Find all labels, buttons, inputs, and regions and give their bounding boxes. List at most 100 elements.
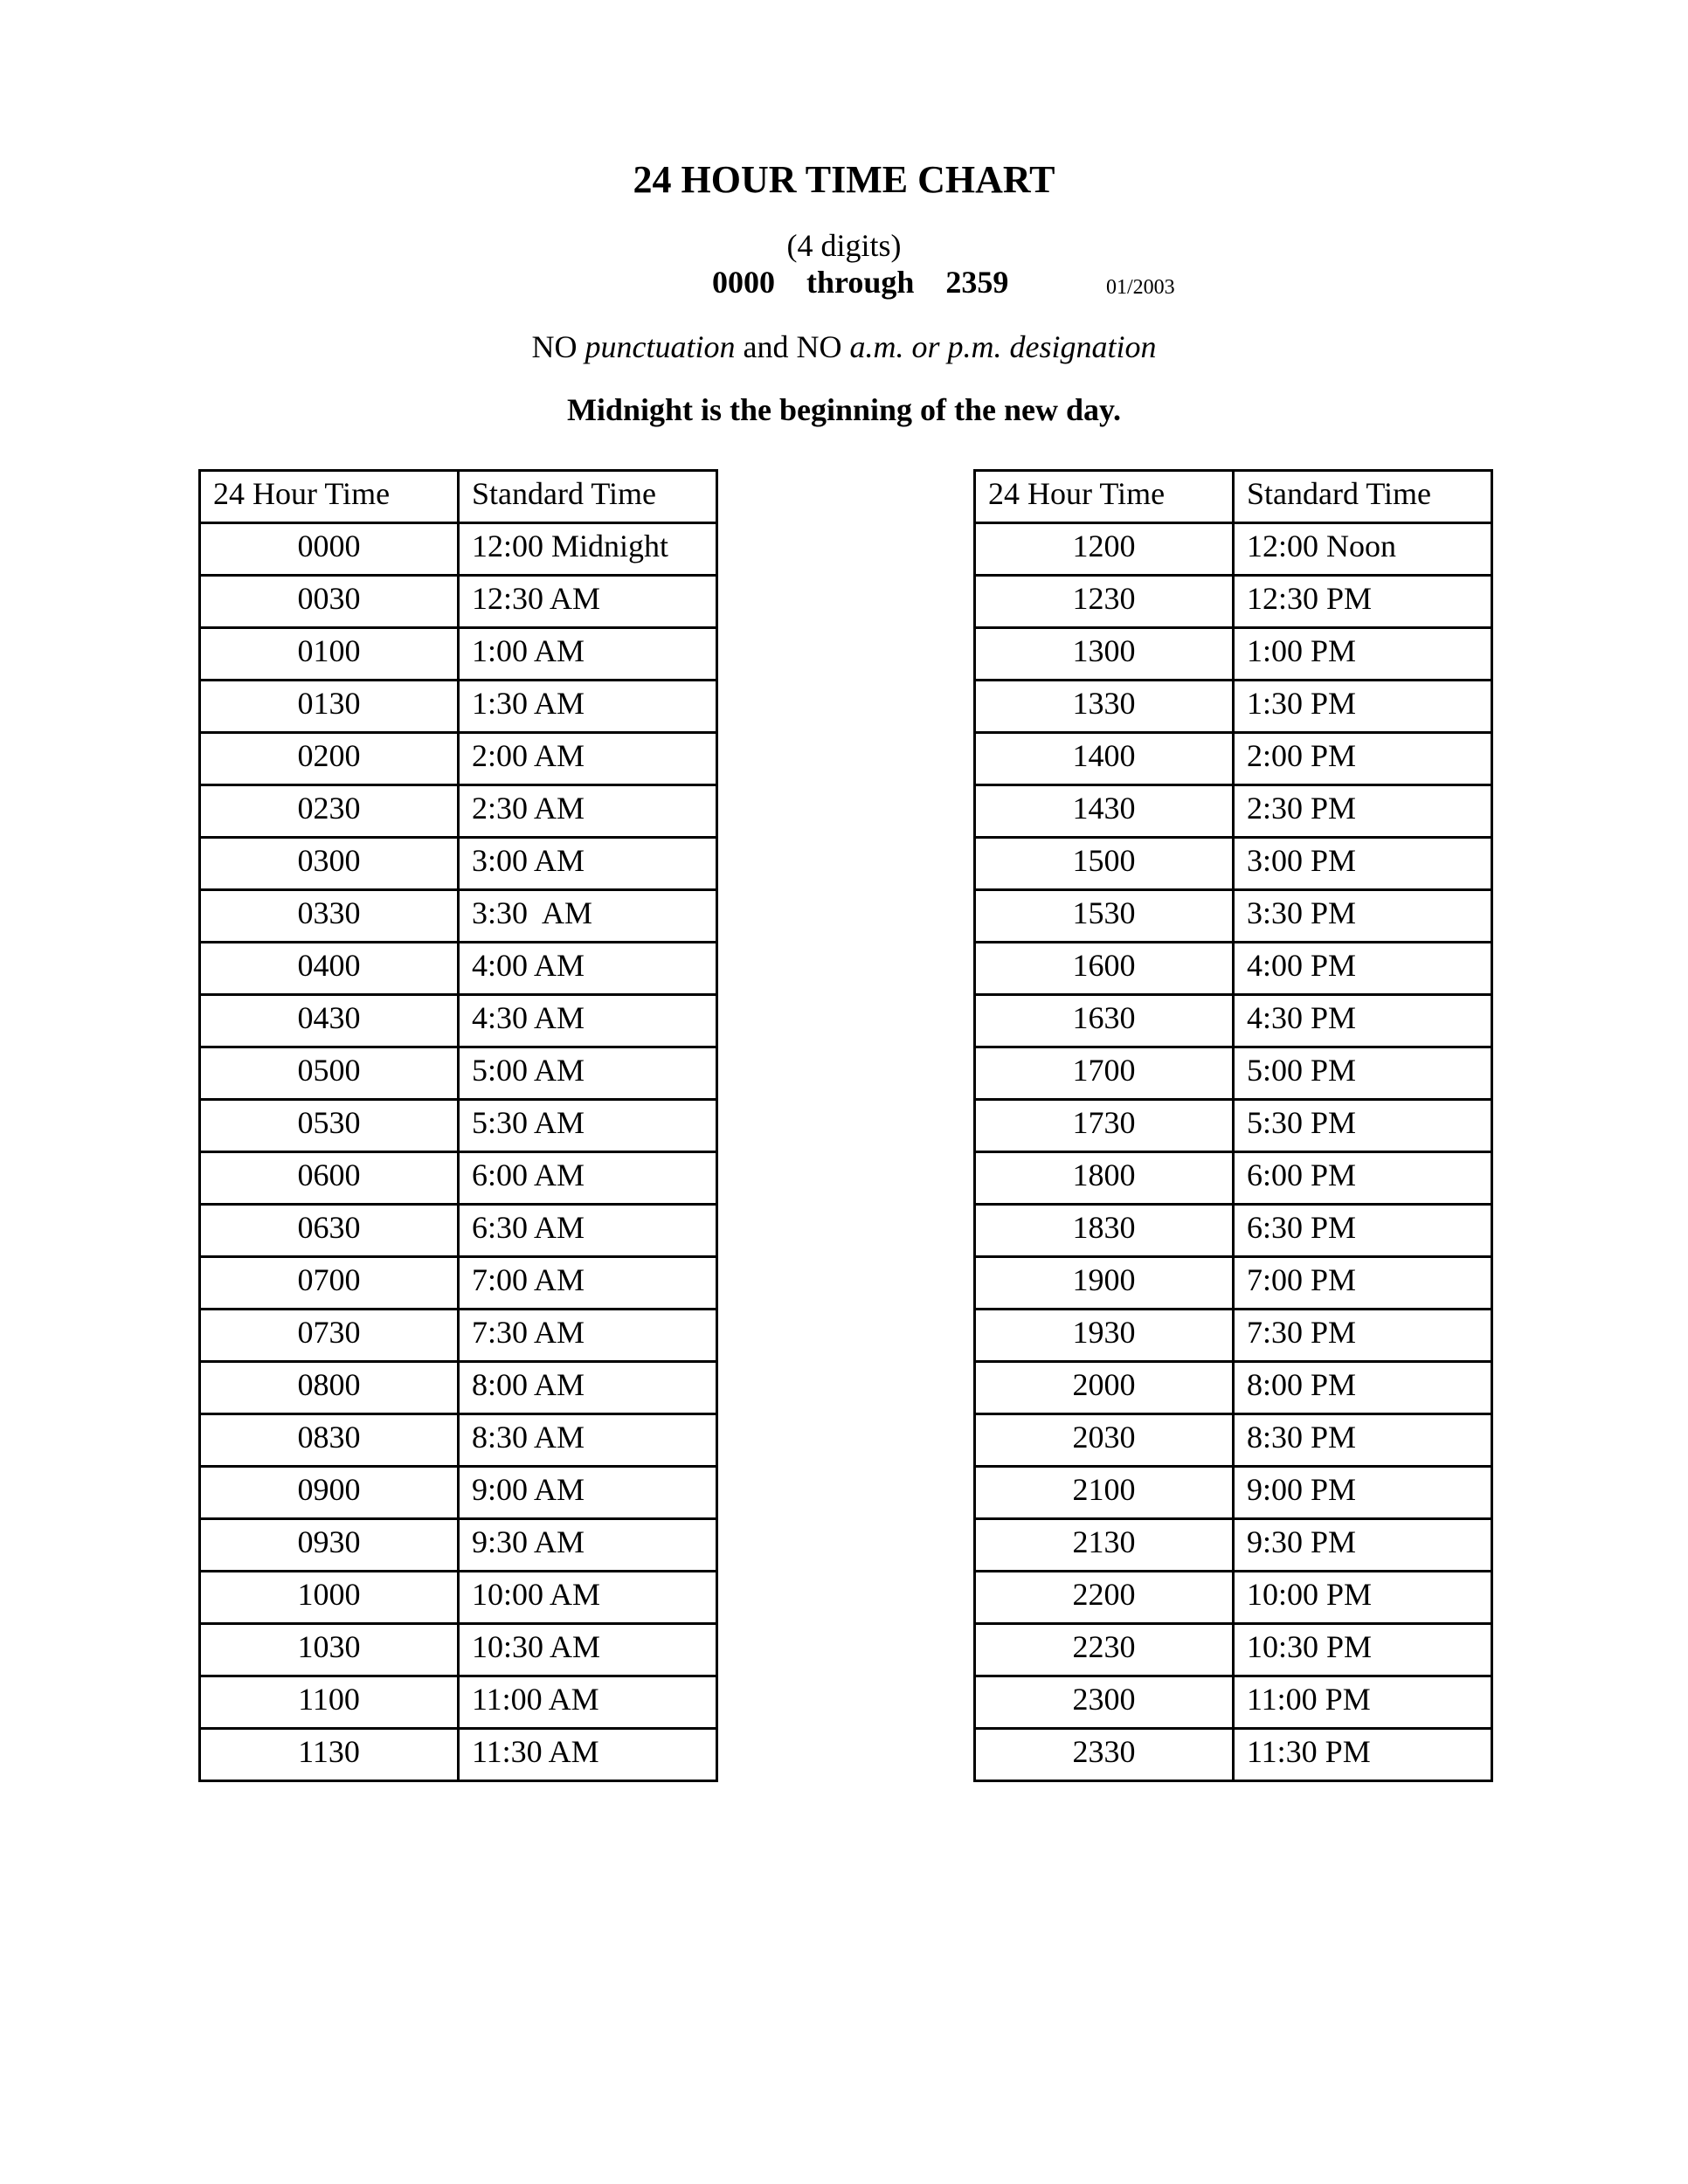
standard-time-cell: 4:30 AM — [457, 993, 718, 1048]
table-row: 2330 11:30 PM — [973, 1727, 1493, 1782]
table-row: 0430 4:30 AM — [198, 993, 718, 1048]
24-hour-time-cell: 1200 — [973, 522, 1235, 577]
time-table-am: 24 Hour Time Standard Time 0000 12:00 Midni… — [198, 469, 718, 1782]
24-hour-time-cell: 0600 — [198, 1151, 460, 1206]
column-header: 24 Hour Time — [198, 469, 460, 524]
standard-time-cell: 7:00 AM — [457, 1255, 718, 1310]
standard-time-cell: 1:30 PM — [1232, 679, 1493, 734]
table-row: 0600 6:00 AM — [198, 1151, 718, 1206]
24-hour-time-cell: 1330 — [973, 679, 1235, 734]
table-row: 1800 6:00 PM — [973, 1151, 1493, 1206]
standard-time-cell: 2:30 PM — [1232, 784, 1493, 839]
24-hour-time-cell: 0800 — [198, 1360, 460, 1415]
24-hour-time-cell: 0700 — [198, 1255, 460, 1310]
standard-time-cell: 4:00 PM — [1232, 941, 1493, 996]
standard-time-cell: 8:00 AM — [457, 1360, 718, 1415]
standard-time-cell: 1:00 PM — [1232, 626, 1493, 681]
24-hour-time-cell: 0200 — [198, 731, 460, 786]
table-row: 0930 9:30 AM — [198, 1517, 718, 1572]
table-row: 1300 1:00 PM — [973, 626, 1493, 681]
standard-time-cell: 1:30 AM — [457, 679, 718, 734]
table-row: 0030 12:30 AM — [198, 574, 718, 629]
table-row: 1530 3:30 PM — [973, 888, 1493, 943]
24-hour-time-cell: 1600 — [973, 941, 1235, 996]
24-hour-time-cell: 1230 — [973, 574, 1235, 629]
table-row: 0000 12:00 Midnight — [198, 522, 718, 577]
standard-time-cell: 10:00 PM — [1232, 1570, 1493, 1625]
24-hour-time-cell: 0400 — [198, 941, 460, 996]
24-hour-time-cell: 0500 — [198, 1046, 460, 1101]
table-row: 1830 6:30 PM — [973, 1203, 1493, 1258]
table-row: 0630 6:30 AM — [198, 1203, 718, 1258]
24-hour-time-cell: 1930 — [973, 1308, 1235, 1363]
time-range: 0000 through 2359 — [712, 265, 1009, 300]
format-rule: NO punctuation and NO a.m. or p.m. desig… — [0, 328, 1688, 365]
24-hour-time-cell: 1730 — [973, 1098, 1235, 1153]
table-row: 0830 8:30 AM — [198, 1413, 718, 1468]
table-row: 1330 1:30 PM — [973, 679, 1493, 734]
24-hour-time-cell: 2030 — [973, 1413, 1235, 1468]
24-hour-time-cell: 2130 — [973, 1517, 1235, 1572]
24-hour-time-cell: 0330 — [198, 888, 460, 943]
table-row: 1900 7:00 PM — [973, 1255, 1493, 1310]
column-header: 24 Hour Time — [973, 469, 1235, 524]
rule-text-italic: punctuation — [585, 329, 736, 364]
standard-time-cell: 8:30 PM — [1232, 1413, 1493, 1468]
table-row: 0500 5:00 AM — [198, 1046, 718, 1101]
standard-time-cell: 10:30 AM — [457, 1622, 718, 1677]
standard-time-cell: 6:30 PM — [1232, 1203, 1493, 1258]
24-hour-time-cell: 1400 — [973, 731, 1235, 786]
24-hour-time-cell: 1100 — [198, 1675, 460, 1730]
24-hour-time-cell: 2000 — [973, 1360, 1235, 1415]
standard-time-cell: 9:30 PM — [1232, 1517, 1493, 1572]
standard-time-cell: 6:30 AM — [457, 1203, 718, 1258]
24-hour-time-cell: 1300 — [973, 626, 1235, 681]
table-row: 1400 2:00 PM — [973, 731, 1493, 786]
table-row: 2030 8:30 PM — [973, 1413, 1493, 1468]
table-row: 0700 7:00 AM — [198, 1255, 718, 1310]
24-hour-time-cell: 0300 — [198, 836, 460, 891]
24-hour-time-cell: 2230 — [973, 1622, 1235, 1677]
table-row: 1130 11:30 AM — [198, 1727, 718, 1782]
rule-text-italic: a.m. or p.m. designation — [849, 329, 1157, 364]
table-row: 0130 1:30 AM — [198, 679, 718, 734]
standard-time-cell: 5:30 AM — [457, 1098, 718, 1153]
standard-time-cell: 2:30 AM — [457, 784, 718, 839]
table-row: 1930 7:30 PM — [973, 1308, 1493, 1363]
table-row: 2200 10:00 PM — [973, 1570, 1493, 1625]
subtitle: (4 digits) — [786, 228, 902, 263]
table-row: 1430 2:30 PM — [973, 784, 1493, 839]
time-table-pm: 24 Hour Time Standard Time 1200 12:00 Noon 1… — [973, 469, 1493, 1782]
standard-time-cell: 4:30 PM — [1232, 993, 1493, 1048]
standard-time-cell: 1:00 AM — [457, 626, 718, 681]
24-hour-time-cell: 2100 — [973, 1465, 1235, 1520]
24-hour-time-cell: 1030 — [198, 1622, 460, 1677]
rule-text: NO — [531, 329, 585, 364]
table-row: 0300 3:00 AM — [198, 836, 718, 891]
standard-time-cell: 11:00 AM — [457, 1675, 718, 1730]
table-row: 2230 10:30 PM — [973, 1622, 1493, 1677]
table-row: 1700 5:00 PM — [973, 1046, 1493, 1101]
standard-time-cell: 4:00 AM — [457, 941, 718, 996]
standard-time-cell: 8:30 AM — [457, 1413, 718, 1468]
standard-time-cell: 11:00 PM — [1232, 1675, 1493, 1730]
standard-time-cell: 2:00 AM — [457, 731, 718, 786]
midnight-note: Midnight is the beginning of the new day… — [566, 392, 1122, 427]
24-hour-time-cell: 0930 — [198, 1517, 460, 1572]
standard-time-cell: 6:00 PM — [1232, 1151, 1493, 1206]
revision-date: 01/2003 — [1106, 276, 1175, 299]
table-row: 2300 11:00 PM — [973, 1675, 1493, 1730]
rule-text: and NO — [735, 329, 850, 364]
24-hour-time-cell: 1900 — [973, 1255, 1235, 1310]
24-hour-time-cell: 1430 — [973, 784, 1235, 839]
24-hour-time-cell: 1530 — [973, 888, 1235, 943]
table-row: 1730 5:30 PM — [973, 1098, 1493, 1153]
24-hour-time-cell: 1700 — [973, 1046, 1235, 1101]
standard-time-cell: 12:00 Midnight — [457, 522, 718, 577]
standard-time-cell: 8:00 PM — [1232, 1360, 1493, 1415]
standard-time-cell: 7:30 PM — [1232, 1308, 1493, 1363]
standard-time-cell: 9:00 PM — [1232, 1465, 1493, 1520]
table-header-row: 24 Hour Time Standard Time — [973, 469, 1493, 524]
standard-time-cell: 10:30 PM — [1232, 1622, 1493, 1677]
standard-time-cell: 9:30 AM — [457, 1517, 718, 1572]
